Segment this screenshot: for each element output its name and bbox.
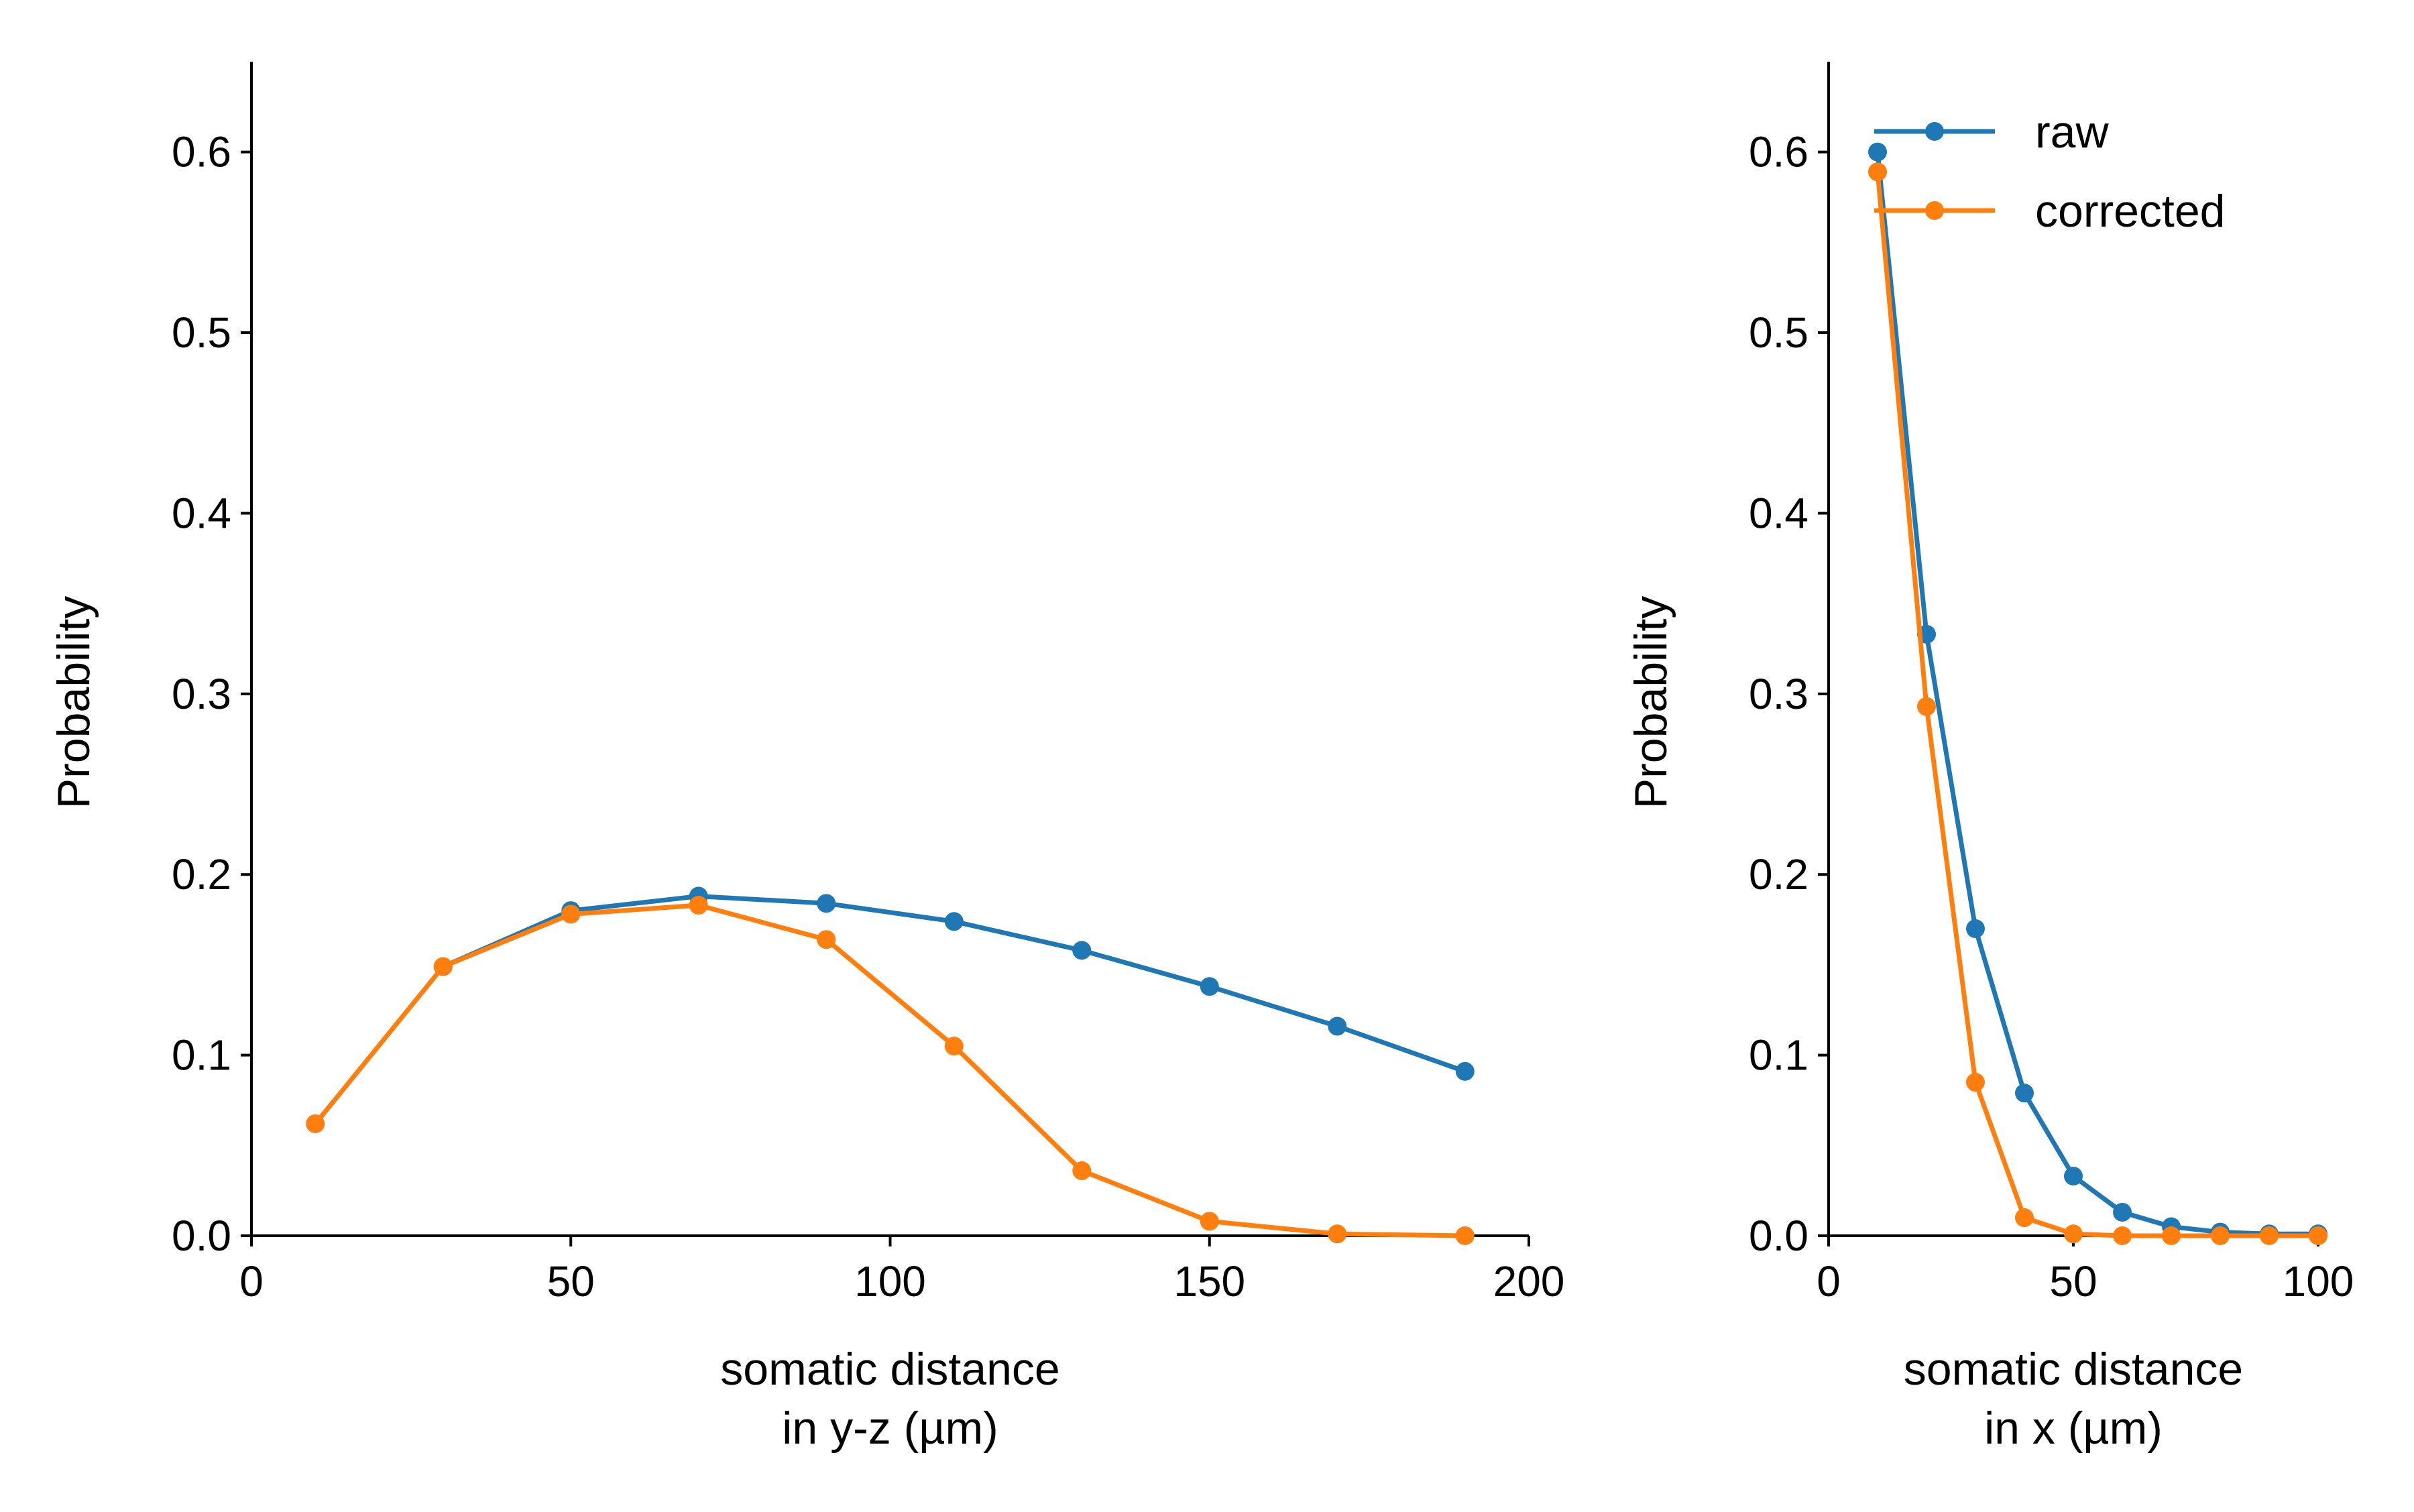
- data-point-raw: [944, 912, 964, 931]
- data-point-raw: [1200, 977, 1219, 996]
- data-point-corrected: [1200, 1212, 1219, 1231]
- data-point-corrected: [689, 896, 708, 915]
- legend: raw corrected: [1874, 107, 2225, 237]
- series-line-raw: [1875, 150, 2321, 1236]
- data-point-corrected: [944, 1037, 964, 1056]
- data-point-corrected: [1868, 162, 1887, 182]
- data-point-corrected: [1966, 1073, 1985, 1092]
- data-point-corrected: [1917, 697, 1936, 716]
- y-tick-label: 0.6: [1749, 128, 1808, 176]
- data-point-raw: [1328, 1016, 1347, 1036]
- x-tick-label: 100: [2283, 1257, 2354, 1305]
- y-tick-label: 0.0: [1749, 1212, 1808, 1260]
- panel-right: 0.0 0.1 0.2 0.3 0.4 0.5 0.6 0 50 100 somatic dista…: [1625, 62, 2354, 1454]
- data-point-corrected: [1072, 1161, 1092, 1181]
- legend-label-corrected: corrected: [2035, 186, 2225, 237]
- data-point-raw: [1072, 941, 1092, 960]
- series-line-corrected: [312, 903, 1468, 1238]
- data-point-corrected: [2260, 1226, 2279, 1245]
- x-axis-label: in y-z (µm): [782, 1403, 998, 1454]
- x-tick-label: 0: [239, 1257, 264, 1305]
- legend-marker-corrected: [1925, 201, 1944, 220]
- series-corrected: [1868, 162, 2327, 1245]
- y-tick-label: 0.4: [172, 489, 231, 537]
- legend-marker-raw: [1925, 122, 1944, 141]
- legend-label-raw: raw: [2035, 107, 2109, 158]
- data-point-corrected: [433, 957, 453, 976]
- data-point-corrected: [306, 1114, 325, 1133]
- y-tick-label: 0.2: [1749, 850, 1808, 898]
- data-point-raw: [1966, 919, 1985, 939]
- y-tick-label: 0.3: [172, 670, 231, 718]
- x-tick-label: 50: [2049, 1257, 2097, 1305]
- y-tick-label: 0.4: [1749, 489, 1808, 537]
- y-tick-label: 0.2: [172, 850, 231, 898]
- series-raw: [1868, 142, 2327, 1244]
- data-point-corrected: [817, 930, 836, 949]
- series-corrected: [306, 896, 1475, 1245]
- data-point-raw: [2064, 1167, 2083, 1186]
- x-tick-label: 200: [1493, 1257, 1565, 1305]
- data-point-raw: [2015, 1084, 2034, 1103]
- data-point-corrected: [2162, 1226, 2181, 1245]
- x-tick-label: 0: [1817, 1257, 1841, 1305]
- x-tick-label: 150: [1173, 1257, 1245, 1305]
- x-tick-label: 50: [547, 1257, 595, 1305]
- data-point-raw: [2113, 1202, 2132, 1222]
- data-point-corrected: [2211, 1226, 2230, 1245]
- x-axis-label: somatic distance: [720, 1344, 1059, 1395]
- data-point-raw: [817, 894, 836, 913]
- data-point-corrected: [2309, 1226, 2327, 1245]
- x-tick-label: 100: [854, 1257, 926, 1305]
- panel-left: 0.0 0.1 0.2 0.3 0.4 0.5 0.6 0 50 100 150 200 somatic…: [48, 62, 1564, 1454]
- series-line-corrected: [1875, 169, 2321, 1238]
- data-point-corrected: [561, 905, 581, 924]
- data-point-raw: [1455, 1061, 1475, 1081]
- y-tick-label: 0.3: [1749, 670, 1808, 718]
- data-point-raw: [1868, 142, 1887, 162]
- y-axis-label: Probability: [48, 596, 99, 809]
- data-point-corrected: [1455, 1226, 1475, 1245]
- y-tick-label: 0.1: [172, 1031, 231, 1080]
- y-tick-label: 0.6: [172, 128, 231, 176]
- x-axis-label: somatic distance: [1904, 1344, 2243, 1395]
- y-tick-label: 0.1: [1749, 1031, 1808, 1080]
- data-point-corrected: [2113, 1226, 2132, 1245]
- y-tick-label: 0.0: [172, 1212, 231, 1260]
- y-tick-label: 0.5: [172, 308, 231, 357]
- data-point-corrected: [2015, 1208, 2034, 1228]
- y-tick-label: 0.5: [1749, 308, 1808, 357]
- x-axis-label: in x (µm): [1984, 1403, 2163, 1454]
- data-point-corrected: [2064, 1224, 2083, 1244]
- data-point-corrected: [1328, 1224, 1347, 1244]
- y-axis-label: Probability: [1625, 596, 1676, 809]
- series-raw: [433, 886, 1475, 1081]
